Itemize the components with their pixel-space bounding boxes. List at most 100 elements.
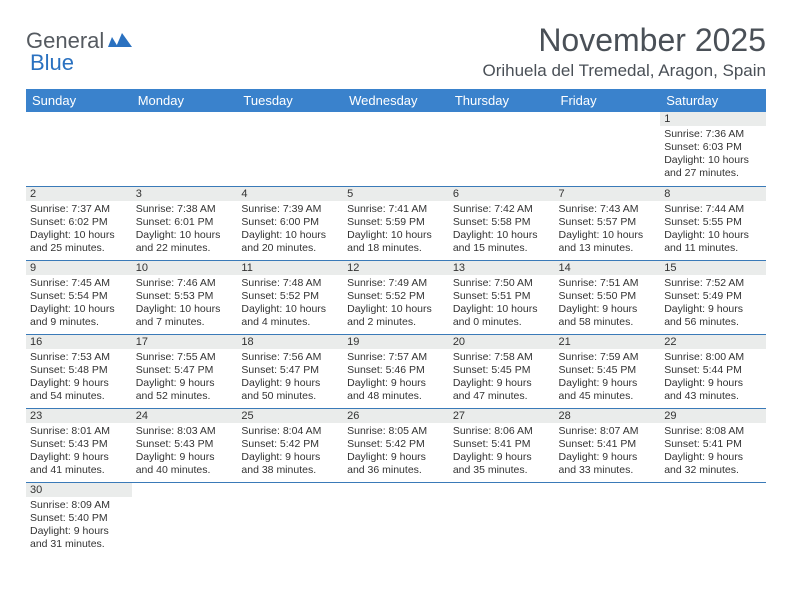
day-line: and 31 minutes. (30, 538, 128, 551)
day-body: Sunrise: 8:05 AMSunset: 5:42 PMDaylight:… (343, 423, 449, 481)
day-line: Sunset: 6:00 PM (241, 216, 339, 229)
day-line: Sunrise: 8:05 AM (347, 425, 445, 438)
calendar-row: 23Sunrise: 8:01 AMSunset: 5:43 PMDayligh… (26, 408, 766, 482)
day-line: and 32 minutes. (664, 464, 762, 477)
day-line: and 50 minutes. (241, 390, 339, 403)
day-line: Daylight: 10 hours (347, 229, 445, 242)
col-saturday: Saturday (660, 89, 766, 112)
calendar-cell: 6Sunrise: 7:42 AMSunset: 5:58 PMDaylight… (449, 186, 555, 260)
day-line: Daylight: 9 hours (664, 303, 762, 316)
day-line: and 47 minutes. (453, 390, 551, 403)
day-number: 3 (132, 187, 238, 201)
day-line: Sunrise: 8:07 AM (559, 425, 657, 438)
calendar-cell: 7Sunrise: 7:43 AMSunset: 5:57 PMDaylight… (555, 186, 661, 260)
day-line: Daylight: 10 hours (664, 154, 762, 167)
day-number: 22 (660, 335, 766, 349)
calendar-cell: 5Sunrise: 7:41 AMSunset: 5:59 PMDaylight… (343, 186, 449, 260)
day-line: and 38 minutes. (241, 464, 339, 477)
day-body: Sunrise: 7:55 AMSunset: 5:47 PMDaylight:… (132, 349, 238, 407)
day-line: Daylight: 9 hours (30, 377, 128, 390)
day-line: Daylight: 10 hours (453, 303, 551, 316)
day-number: 18 (237, 335, 343, 349)
day-body: Sunrise: 8:07 AMSunset: 5:41 PMDaylight:… (555, 423, 661, 481)
day-line: and 56 minutes. (664, 316, 762, 329)
day-line: and 0 minutes. (453, 316, 551, 329)
day-line: Sunset: 5:44 PM (664, 364, 762, 377)
day-line: and 25 minutes. (30, 242, 128, 255)
day-line: Daylight: 9 hours (559, 377, 657, 390)
calendar-cell (555, 112, 661, 186)
calendar-table: Sunday Monday Tuesday Wednesday Thursday… (26, 89, 766, 556)
day-line: Sunset: 5:51 PM (453, 290, 551, 303)
day-body: Sunrise: 7:48 AMSunset: 5:52 PMDaylight:… (237, 275, 343, 333)
day-line: and 27 minutes. (664, 167, 762, 180)
day-line: Sunrise: 7:36 AM (664, 128, 762, 141)
calendar-cell (237, 112, 343, 186)
day-number: 7 (555, 187, 661, 201)
calendar-cell: 30Sunrise: 8:09 AMSunset: 5:40 PMDayligh… (26, 482, 132, 556)
day-number: 2 (26, 187, 132, 201)
calendar-cell: 22Sunrise: 8:00 AMSunset: 5:44 PMDayligh… (660, 334, 766, 408)
day-line: Sunset: 6:02 PM (30, 216, 128, 229)
day-line: Daylight: 10 hours (241, 303, 339, 316)
day-line: Daylight: 10 hours (347, 303, 445, 316)
day-line: Daylight: 10 hours (30, 303, 128, 316)
day-line: Sunrise: 7:56 AM (241, 351, 339, 364)
day-line: and 40 minutes. (136, 464, 234, 477)
day-number: 14 (555, 261, 661, 275)
day-body: Sunrise: 7:37 AMSunset: 6:02 PMDaylight:… (26, 201, 132, 259)
header: General November 2025 Orihuela del Treme… (26, 22, 766, 81)
day-line: Sunrise: 7:57 AM (347, 351, 445, 364)
calendar-cell (132, 112, 238, 186)
day-line: Sunset: 5:41 PM (453, 438, 551, 451)
calendar-row: 9Sunrise: 7:45 AMSunset: 5:54 PMDaylight… (26, 260, 766, 334)
calendar-cell (555, 482, 661, 556)
day-body: Sunrise: 8:03 AMSunset: 5:43 PMDaylight:… (132, 423, 238, 481)
day-line: Sunset: 5:59 PM (347, 216, 445, 229)
day-number: 9 (26, 261, 132, 275)
calendar-cell: 9Sunrise: 7:45 AMSunset: 5:54 PMDaylight… (26, 260, 132, 334)
day-number: 13 (449, 261, 555, 275)
day-line: Sunset: 5:54 PM (30, 290, 128, 303)
calendar-cell (449, 112, 555, 186)
day-number: 24 (132, 409, 238, 423)
day-line: and 52 minutes. (136, 390, 234, 403)
day-line: Daylight: 9 hours (453, 451, 551, 464)
day-line: and 36 minutes. (347, 464, 445, 477)
day-body: Sunrise: 8:08 AMSunset: 5:41 PMDaylight:… (660, 423, 766, 481)
day-line: Sunrise: 7:46 AM (136, 277, 234, 290)
calendar-cell: 19Sunrise: 7:57 AMSunset: 5:46 PMDayligh… (343, 334, 449, 408)
day-line: Sunrise: 8:04 AM (241, 425, 339, 438)
day-body: Sunrise: 7:38 AMSunset: 6:01 PMDaylight:… (132, 201, 238, 259)
day-body: Sunrise: 7:41 AMSunset: 5:59 PMDaylight:… (343, 201, 449, 259)
day-line: Daylight: 9 hours (664, 377, 762, 390)
day-number: 6 (449, 187, 555, 201)
day-number: 19 (343, 335, 449, 349)
calendar-cell: 2Sunrise: 7:37 AMSunset: 6:02 PMDaylight… (26, 186, 132, 260)
calendar-cell: 16Sunrise: 7:53 AMSunset: 5:48 PMDayligh… (26, 334, 132, 408)
day-number: 5 (343, 187, 449, 201)
day-line: Sunset: 6:01 PM (136, 216, 234, 229)
day-line: Sunrise: 7:37 AM (30, 203, 128, 216)
day-line: and 58 minutes. (559, 316, 657, 329)
day-line: Daylight: 10 hours (664, 229, 762, 242)
day-line: Sunset: 5:42 PM (241, 438, 339, 451)
day-number: 30 (26, 483, 132, 497)
day-body: Sunrise: 7:56 AMSunset: 5:47 PMDaylight:… (237, 349, 343, 407)
col-wednesday: Wednesday (343, 89, 449, 112)
calendar-cell: 18Sunrise: 7:56 AMSunset: 5:47 PMDayligh… (237, 334, 343, 408)
calendar-row: 1Sunrise: 7:36 AMSunset: 6:03 PMDaylight… (26, 112, 766, 186)
day-body: Sunrise: 7:46 AMSunset: 5:53 PMDaylight:… (132, 275, 238, 333)
day-body: Sunrise: 7:53 AMSunset: 5:48 PMDaylight:… (26, 349, 132, 407)
day-number: 1 (660, 112, 766, 126)
day-line: Sunrise: 7:51 AM (559, 277, 657, 290)
calendar-row: 16Sunrise: 7:53 AMSunset: 5:48 PMDayligh… (26, 334, 766, 408)
calendar-row: 30Sunrise: 8:09 AMSunset: 5:40 PMDayligh… (26, 482, 766, 556)
day-body: Sunrise: 7:50 AMSunset: 5:51 PMDaylight:… (449, 275, 555, 333)
day-number: 4 (237, 187, 343, 201)
day-line: Daylight: 10 hours (136, 229, 234, 242)
day-line: and 2 minutes. (347, 316, 445, 329)
day-line: Sunrise: 7:38 AM (136, 203, 234, 216)
calendar-cell (26, 112, 132, 186)
header-row: Sunday Monday Tuesday Wednesday Thursday… (26, 89, 766, 112)
